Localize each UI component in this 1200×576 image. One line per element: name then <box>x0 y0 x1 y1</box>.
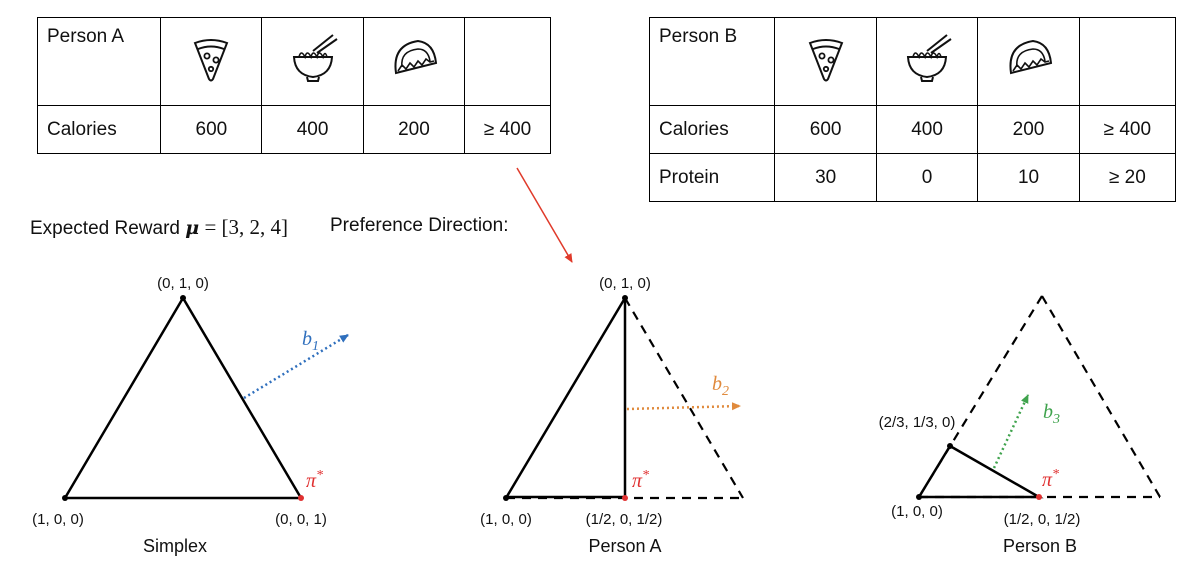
left-vertex-label: (1, 0, 0) <box>891 503 943 520</box>
person-b-table: Person B Calories 600 400 200 ≥ 400 Prot… <box>648 17 1177 202</box>
optimum-label: π* <box>306 468 323 492</box>
simplex-panel: b1 π* (0, 1, 0) (1, 0, 0) (0, 0, 1) Simp… <box>32 275 349 556</box>
cell-value: 200 <box>362 105 466 154</box>
expected-reward-label: Expected Reward μ = [3, 2, 4] <box>30 215 288 240</box>
food-row: Person A <box>36 17 551 106</box>
vertex-dot <box>622 295 628 301</box>
solid-edge <box>504 297 627 499</box>
person-b-label: Person B <box>648 17 776 106</box>
left-vertex-label: (1, 0, 0) <box>480 511 532 528</box>
cell-value: 600 <box>160 105 263 154</box>
mid-point-label: (1/2, 0, 1/2) <box>1004 511 1081 528</box>
b3-arrow <box>992 394 1030 469</box>
constraint-value: ≥ 20 <box>1078 153 1177 202</box>
row-label: Calories <box>36 105 162 154</box>
dashed-edge <box>624 297 744 499</box>
left-vertex-label: (1, 0, 0) <box>32 511 84 528</box>
expected-reward-value: = [3, 2, 4] <box>204 215 289 239</box>
person-b-caption: Person B <box>1003 536 1077 556</box>
person-a-label: Person A <box>36 17 162 106</box>
optimum-dot <box>298 495 304 501</box>
pizza-icon <box>160 17 263 106</box>
optimum-label: π* <box>632 468 649 492</box>
protein-row: Protein 30 0 10 ≥ 20 <box>648 153 1177 202</box>
optimum-label: π* <box>1042 467 1059 491</box>
right-vertex-label: (0, 0, 1) <box>275 511 327 528</box>
b2-label: b2 <box>712 373 729 399</box>
preference-direction-label: Preference Direction: <box>330 215 509 236</box>
calories-row: Calories 600 400 200 ≥ 400 <box>36 105 551 154</box>
mid-point-label: (1/2, 0, 1/2) <box>586 511 663 528</box>
top-vertex-label: (0, 1, 0) <box>157 275 209 292</box>
constraint-value: ≥ 400 <box>464 105 551 154</box>
b1-label: b1 <box>302 328 319 354</box>
link-arrow <box>516 167 573 263</box>
empty-cell <box>1078 17 1177 106</box>
simplex-caption: Simplex <box>143 536 207 556</box>
vertex-dot <box>180 295 186 301</box>
vertex-dot <box>947 443 953 449</box>
mu-symbol: μ <box>185 217 200 239</box>
expected-reward-prefix: Expected Reward <box>30 218 180 239</box>
vertex-dot <box>916 494 922 500</box>
optimum-dot <box>1036 494 1042 500</box>
vertex-dot <box>503 495 509 501</box>
row-label: Protein <box>648 153 776 202</box>
cell-value: 30 <box>774 153 877 202</box>
vertex-label: (2/3, 1/3, 0) <box>879 414 956 431</box>
empty-cell <box>464 17 551 106</box>
top-vertex-label: (0, 1, 0) <box>599 275 651 292</box>
person-a-caption: Person A <box>588 536 661 556</box>
row-label: Calories <box>648 105 776 154</box>
vertex-dot <box>62 495 68 501</box>
optimum-dot <box>622 495 628 501</box>
person-a-panel: b2 π* (0, 1, 0) (1, 0, 0) (1/2, 0, 1/2) … <box>480 275 744 556</box>
b2-arrow <box>626 402 741 411</box>
b3-label: b3 <box>1043 401 1060 427</box>
simplex-triangle <box>62 295 304 500</box>
cell-value: 400 <box>261 105 364 154</box>
cell-value: 10 <box>977 153 1080 202</box>
b1-arrow <box>243 333 349 400</box>
constraint-value: ≥ 400 <box>1078 105 1177 154</box>
person-a-table: Person A Calories 600 400 200 ≥ 400 <box>36 17 551 154</box>
taco-icon <box>362 17 466 106</box>
cell-value: 400 <box>875 105 979 154</box>
feasible-triangle <box>916 444 1044 499</box>
taco-icon <box>977 17 1080 106</box>
person-b-panel: b3 π* (2/3, 1/3, 0) (1, 0, 0) (1/2, 0, 1… <box>879 295 1161 556</box>
cell-value: 200 <box>977 105 1080 154</box>
dashed-edge <box>1041 295 1161 498</box>
